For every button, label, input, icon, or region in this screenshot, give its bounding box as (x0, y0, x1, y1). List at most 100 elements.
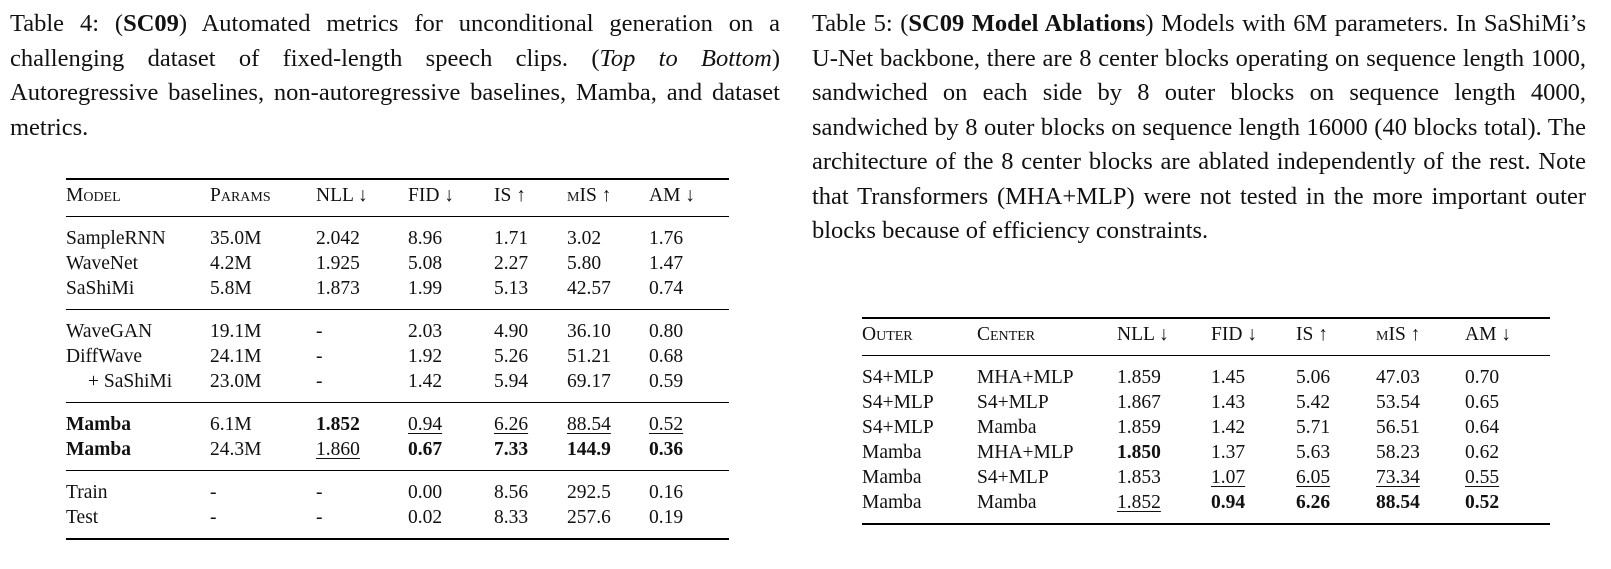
table5: Outer Center NLL ↓ FID ↓ IS ↑ mIS ↑ AM ↓… (862, 317, 1550, 525)
table-cell: SampleRNN (66, 228, 166, 249)
table4-caption-tag: SC09 (123, 10, 179, 37)
table-cell: S4+MLP (977, 467, 1049, 488)
table-cell: 0.52 (1465, 490, 1550, 525)
table4-header-is: IS ↑ (494, 178, 567, 217)
table-cell: S4+MLP (862, 392, 934, 413)
table-cell: 1.859 (1117, 367, 1161, 388)
table-cell: 0.64 (1465, 417, 1500, 438)
table-cell: 88.54 (567, 414, 611, 435)
table-cell: 5.94 (494, 369, 567, 403)
table-cell: 0.59 (649, 369, 729, 403)
table4-header-row: Model Params NLL ↓ FID ↓ IS ↑ mIS ↑ AM ↓ (66, 178, 729, 217)
table-cell: Train (66, 482, 108, 503)
table-cell: 1.852 (316, 414, 360, 435)
table-cell: 292.5 (567, 482, 611, 503)
table-cell: 2.042 (316, 228, 360, 249)
table-cell: Mamba (66, 414, 131, 435)
table-cell: 0.16 (649, 482, 684, 503)
table5-header-row: Outer Center NLL ↓ FID ↓ IS ↑ mIS ↑ AM ↓ (862, 317, 1550, 356)
table-row: Mamba Mamba 1.852 0.94 6.26 88.54 0.52 (862, 490, 1550, 525)
table-cell: - (316, 369, 408, 403)
table-cell: 1.43 (1211, 392, 1246, 413)
table4-header-nll: NLL ↓ (316, 178, 408, 217)
table-row: WaveNet 4.2M 1.925 5.08 2.27 5.80 1.47 (66, 251, 729, 276)
table-cell: 1.45 (1211, 367, 1246, 388)
table-cell: Mamba (977, 417, 1037, 438)
table-cell: 1.42 (408, 369, 494, 403)
table-cell: 36.10 (567, 321, 611, 342)
table-cell: S4+MLP (862, 417, 934, 438)
table4-caption: Table 4: (SC09) Automated metrics for un… (10, 10, 780, 141)
table-cell: 7.33 (494, 437, 567, 471)
table-cell: 0.62 (1465, 442, 1500, 463)
table-row: Mamba 24.3M 1.860 0.67 7.33 144.9 0.36 (66, 437, 729, 471)
table-cell: 53.54 (1376, 392, 1420, 413)
table-cell: 0.55 (1465, 467, 1500, 488)
table5-header-am: AM ↓ (1465, 317, 1550, 356)
table-cell: 1.873 (316, 276, 408, 310)
table-cell: 58.23 (1376, 442, 1420, 463)
table-row: S4+MLP MHA+MLP 1.859 1.45 5.06 47.03 0.7… (862, 356, 1550, 391)
table-cell: 1.853 (1117, 467, 1161, 488)
table-cell: 0.67 (408, 437, 494, 471)
table-cell: 1.92 (408, 346, 443, 367)
table-row: Train - - 0.00 8.56 292.5 0.16 (66, 471, 729, 506)
table-cell: Mamba (862, 490, 977, 525)
table-row: Mamba 6.1M 1.852 0.94 6.26 88.54 0.52 (66, 403, 729, 438)
table-cell: 0.70 (1465, 367, 1500, 388)
table-cell: 1.47 (649, 253, 684, 274)
table-cell: - (316, 482, 323, 503)
table-cell: S4+MLP (862, 367, 934, 388)
table-cell: 5.08 (408, 253, 443, 274)
table-cell: 5.06 (1296, 367, 1331, 388)
table5-header-center: Center (977, 317, 1117, 356)
table-row: Mamba MHA+MLP 1.850 1.37 5.63 58.23 0.62 (862, 440, 1550, 465)
table-cell: 6.1M (210, 414, 252, 435)
table-cell: 69.17 (567, 369, 649, 403)
table-cell: 51.21 (567, 346, 611, 367)
table-cell: 5.8M (210, 276, 316, 310)
table-cell: 5.26 (494, 346, 529, 367)
table-cell: 5.13 (494, 276, 567, 310)
table-cell: 23.0M (210, 369, 316, 403)
table4-header-fid: FID ↓ (408, 178, 494, 217)
table-cell: 1.07 (1211, 467, 1246, 488)
table-cell: 1.99 (408, 276, 494, 310)
table-cell: 1.71 (494, 228, 529, 249)
table-cell: 1.859 (1117, 417, 1161, 438)
table-cell: 144.9 (567, 437, 649, 471)
table-cell: 5.42 (1296, 392, 1331, 413)
table-cell: 5.63 (1296, 442, 1331, 463)
table-cell: WaveNet (66, 253, 139, 274)
table-row: S4+MLP S4+MLP 1.867 1.43 5.42 53.54 0.65 (862, 390, 1550, 415)
table-cell: 0.19 (649, 505, 729, 540)
table-cell: - (210, 482, 217, 503)
table-cell: 4.90 (494, 321, 529, 342)
table-cell: 8.56 (494, 482, 529, 503)
table-cell: 0.80 (649, 321, 684, 342)
table-cell: 24.1M (210, 346, 262, 367)
table-cell: 3.02 (567, 228, 602, 249)
table-cell: 47.03 (1376, 367, 1420, 388)
table-cell: 8.96 (408, 228, 443, 249)
table-cell: 0.02 (408, 505, 494, 540)
table-cell: 1.860 (316, 437, 408, 471)
table-cell: 1.867 (1117, 392, 1161, 413)
table-cell: 1.42 (1211, 417, 1246, 438)
table-cell: - (210, 505, 316, 540)
table-cell: 5.80 (567, 253, 602, 274)
table-cell: 1.852 (1117, 490, 1211, 525)
table-cell: 0.00 (408, 482, 443, 503)
table-cell: 2.03 (408, 321, 443, 342)
table-cell: 0.36 (649, 437, 729, 471)
table-cell: 8.33 (494, 505, 567, 540)
table-cell: 6.26 (1296, 490, 1376, 525)
table-row: SaShiMi 5.8M 1.873 1.99 5.13 42.57 0.74 (66, 276, 729, 310)
table-cell: Mamba (66, 437, 210, 471)
table-cell: 4.2M (210, 253, 252, 274)
table-cell: 257.6 (567, 505, 649, 540)
table-row: Mamba S4+MLP 1.853 1.07 6.05 73.34 0.55 (862, 465, 1550, 490)
table-cell: MHA+MLP (977, 367, 1074, 388)
table-cell: 6.05 (1296, 467, 1331, 488)
table-row: Test - - 0.02 8.33 257.6 0.19 (66, 505, 729, 540)
